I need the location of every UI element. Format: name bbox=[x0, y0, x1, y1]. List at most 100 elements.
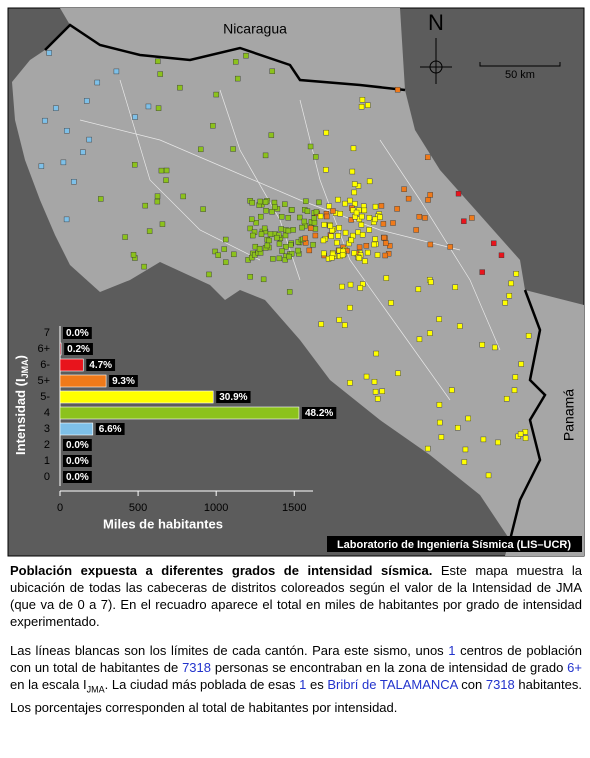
district-point bbox=[269, 68, 275, 74]
district-point bbox=[200, 206, 206, 212]
district-point bbox=[295, 247, 301, 254]
district-point bbox=[506, 293, 513, 299]
y-axis-label: Intensidad (IJMA) bbox=[13, 355, 30, 455]
district-point bbox=[382, 252, 388, 259]
district-point bbox=[286, 289, 293, 295]
district-point bbox=[63, 216, 70, 223]
district-point bbox=[258, 231, 265, 237]
district-point bbox=[374, 396, 381, 402]
district-point bbox=[330, 208, 336, 214]
district-point bbox=[359, 213, 365, 220]
canton-lines bbox=[79, 79, 501, 401]
district-point bbox=[461, 218, 467, 224]
district-point bbox=[377, 214, 383, 220]
percent-label-box bbox=[63, 327, 92, 339]
district-point bbox=[155, 58, 161, 65]
district-point bbox=[372, 203, 379, 210]
map: Nicaragua Panamá N 50 km Laboratorio de … bbox=[7, 7, 585, 557]
district-point bbox=[274, 234, 280, 241]
y-tick-label: 2 bbox=[44, 439, 50, 451]
district-point bbox=[113, 68, 120, 75]
district-point bbox=[285, 227, 292, 234]
district-point bbox=[395, 370, 401, 377]
district-point bbox=[261, 225, 268, 232]
y-tick-label: 1 bbox=[44, 455, 50, 467]
district-point bbox=[312, 226, 319, 232]
compass-circle bbox=[429, 60, 443, 74]
district-point bbox=[307, 143, 314, 150]
district-point bbox=[285, 215, 291, 221]
scale-label: 50 km bbox=[505, 69, 535, 81]
district-point bbox=[522, 435, 529, 441]
district-point bbox=[366, 227, 372, 233]
percent-label: 9.3% bbox=[112, 376, 135, 387]
district-point bbox=[64, 128, 70, 134]
district-point bbox=[154, 193, 161, 199]
district-point bbox=[498, 252, 505, 258]
district-point bbox=[231, 251, 237, 258]
district-point bbox=[132, 162, 138, 168]
district-point bbox=[347, 380, 353, 386]
district-point bbox=[479, 269, 485, 275]
district-point bbox=[247, 225, 253, 232]
district-point bbox=[495, 439, 501, 446]
percent-label-box bbox=[86, 359, 116, 371]
district-point bbox=[308, 225, 314, 231]
district-point bbox=[132, 114, 138, 120]
district-point bbox=[38, 163, 45, 169]
caption-text: centros de población con un total de hab… bbox=[10, 643, 582, 675]
district-point bbox=[350, 145, 357, 152]
district-point bbox=[324, 213, 330, 220]
district-point bbox=[387, 243, 393, 249]
district-point bbox=[449, 387, 455, 393]
district-point bbox=[336, 225, 342, 231]
district-point bbox=[348, 237, 354, 244]
district-point bbox=[358, 104, 365, 110]
district-point bbox=[347, 304, 353, 311]
district-point bbox=[250, 232, 256, 239]
district-point bbox=[256, 245, 263, 252]
bar bbox=[59, 390, 214, 404]
percent-label-box bbox=[63, 439, 92, 451]
district-point bbox=[522, 429, 529, 435]
district-point bbox=[374, 252, 381, 258]
caption-value: 1 bbox=[448, 643, 456, 658]
district-point bbox=[356, 255, 363, 261]
district-point bbox=[362, 258, 368, 264]
district-point bbox=[394, 86, 401, 93]
district-point bbox=[303, 198, 309, 204]
percent-label-box bbox=[216, 391, 251, 403]
y-tick-label: 0 bbox=[44, 471, 50, 483]
district-point bbox=[461, 459, 468, 465]
district-point bbox=[455, 190, 462, 197]
district-point bbox=[416, 214, 423, 220]
district-point bbox=[347, 197, 353, 204]
y-tick-label: 3 bbox=[44, 423, 50, 435]
district-point bbox=[206, 271, 212, 278]
district-point bbox=[372, 216, 378, 223]
district-point bbox=[198, 146, 204, 153]
district-point bbox=[42, 117, 48, 124]
district-point bbox=[401, 186, 407, 192]
caption-text: Las líneas blancas son los límites de ca… bbox=[10, 643, 449, 658]
canton-line bbox=[119, 79, 261, 261]
north-arrow bbox=[420, 38, 452, 84]
country-label: Panamá bbox=[561, 389, 577, 441]
x-tick-label: 1500 bbox=[282, 502, 306, 514]
district-point bbox=[272, 204, 278, 210]
district-point bbox=[335, 233, 341, 239]
district-point bbox=[326, 203, 332, 209]
district-point bbox=[452, 284, 458, 290]
district-point bbox=[98, 196, 104, 202]
district-point bbox=[469, 215, 475, 221]
district-point bbox=[512, 374, 519, 380]
district-point bbox=[405, 195, 412, 202]
district-point bbox=[154, 198, 161, 205]
district-point bbox=[316, 199, 322, 206]
percent-label-box bbox=[301, 407, 337, 419]
caption-value: Bribrí de TALAMANCA bbox=[327, 677, 458, 692]
district-point bbox=[317, 213, 324, 220]
district-point bbox=[366, 215, 373, 221]
district-point bbox=[299, 224, 305, 231]
